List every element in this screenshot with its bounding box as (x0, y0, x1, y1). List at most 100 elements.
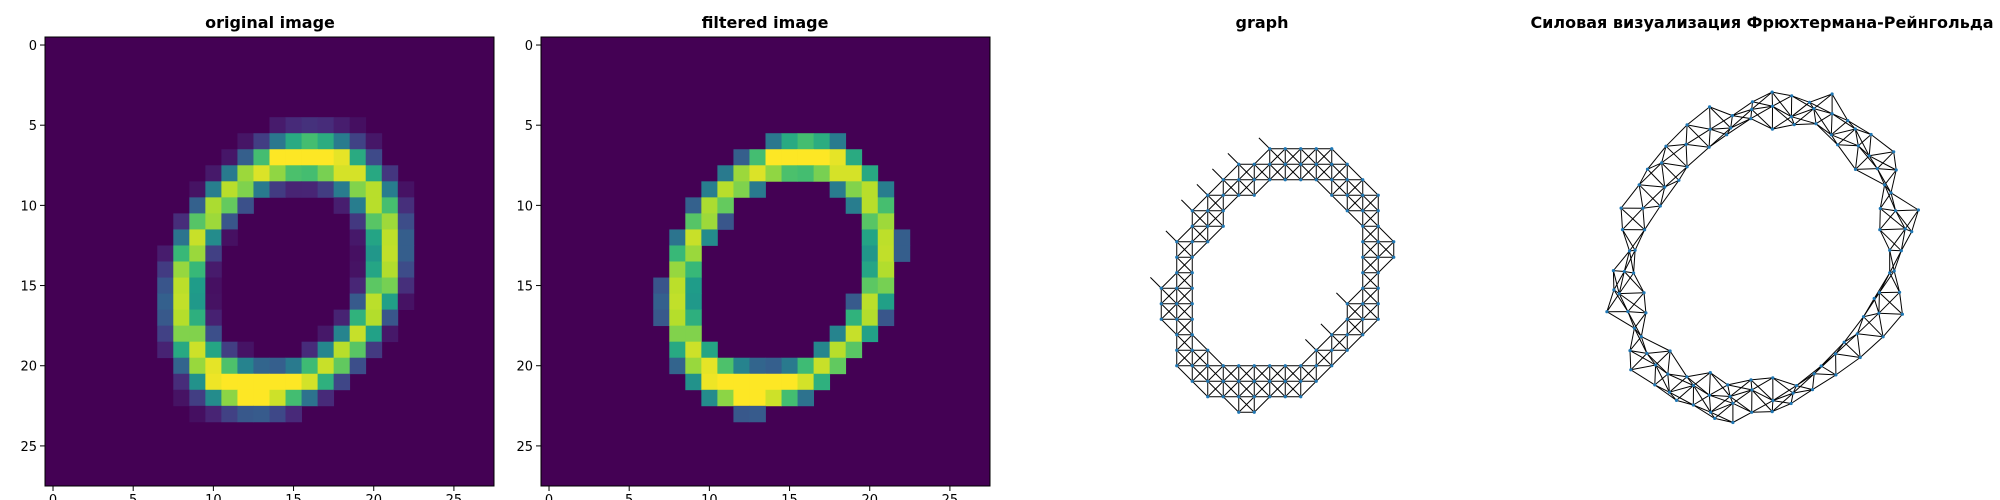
graph-edge (1346, 194, 1364, 212)
force-layout-node (1878, 228, 1882, 232)
graph-panel: graph (1150, 13, 1396, 414)
graph-edge (1238, 179, 1255, 196)
force-layout-edge (1623, 249, 1636, 272)
graph-edge (1362, 318, 1379, 336)
original-image-cell (365, 229, 383, 246)
graph-edge (1269, 148, 1286, 165)
original-image-cell (173, 325, 190, 343)
graph-edge (1160, 287, 1178, 305)
filtered-image-cell (701, 213, 718, 230)
filtered-image-cell (717, 181, 734, 198)
force-layout-node (1750, 107, 1754, 111)
graph-node (1252, 410, 1256, 414)
graph-edge (1284, 380, 1302, 398)
force-layout-node (1709, 410, 1713, 414)
force-layout-edge (1686, 143, 1710, 148)
force-layout-node (1812, 107, 1816, 111)
original-image-cell (333, 357, 351, 375)
force-layout-edge (1655, 364, 1669, 375)
graph-edge (1331, 334, 1348, 351)
graph-node (1345, 302, 1349, 306)
graph-edge (1253, 179, 1271, 196)
graph-node (1361, 286, 1365, 290)
original-image-cell (173, 309, 190, 327)
filtered-image-cell (813, 165, 831, 182)
graph-node (1314, 348, 1318, 352)
graph-node (1268, 395, 1272, 399)
graph-edge (1362, 272, 1379, 289)
filtered-image-cell (685, 341, 702, 359)
original-image-cell (221, 373, 238, 391)
original-image-cell (269, 357, 286, 375)
force-layout-edge (1879, 292, 1903, 315)
original-image-cell (205, 293, 222, 311)
filtered-image-cell (877, 197, 895, 214)
filtered-image-cell (733, 389, 750, 407)
graph-node (1376, 302, 1380, 306)
force-layout-edge (1613, 289, 1629, 312)
force-layout-edge (1893, 270, 1901, 293)
force-layout-edge (1646, 350, 1671, 354)
graph-node (1175, 364, 1179, 368)
force-layout-node (1861, 315, 1866, 319)
graph-edge (1181, 199, 1193, 212)
graph-node (1252, 162, 1256, 166)
graph-edge (1331, 349, 1348, 367)
force-layout-edge (1855, 155, 1870, 170)
original-image-cell (365, 309, 383, 327)
force-layout-edge (1710, 396, 1731, 413)
force-layout-node (1770, 410, 1774, 414)
graph-edge (1346, 318, 1364, 336)
force-layout-node (1612, 288, 1616, 292)
force-layout-edge (1752, 91, 1773, 103)
force-layout-node (1644, 311, 1648, 315)
original-image-cell (317, 325, 335, 343)
original-image-cell (157, 261, 174, 278)
force-layout-edge (1629, 350, 1632, 370)
force-layout-edge (1622, 229, 1630, 252)
force-layout-edge (1669, 350, 1688, 378)
force-layout-edge (1772, 124, 1795, 130)
original-image-cell (349, 229, 367, 246)
force-layout-node (1611, 269, 1615, 273)
filtered-image-cell (685, 277, 702, 294)
original-image-cell (157, 309, 174, 327)
force-layout-edge (1661, 146, 1667, 164)
force-layout-edge (1911, 209, 1919, 232)
graph-edge (1176, 287, 1193, 305)
graph-nodes (1159, 147, 1396, 414)
filtered-image-cell (829, 325, 847, 343)
force-layout-edge (1730, 109, 1753, 129)
force-layout-nodes (1605, 90, 1920, 425)
force-layout-edge (1622, 229, 1636, 251)
original-image-cell (205, 357, 222, 375)
force-layout-edge (1708, 127, 1732, 148)
force-layout-edge (1661, 144, 1687, 164)
force-layout-node (1708, 105, 1712, 109)
graph-node (1361, 317, 1365, 321)
filtered-image-cell (685, 229, 702, 246)
original-image-cell (221, 405, 238, 423)
force-layout-edge (1630, 353, 1648, 371)
graph-edge (1176, 272, 1193, 289)
filtered-image-cell (717, 213, 734, 230)
filtered-image-cell (861, 165, 879, 182)
original-image-cell (365, 245, 383, 262)
filtered-image-cell (829, 341, 847, 359)
original-image-cell (397, 293, 415, 311)
force-layout-node (1731, 401, 1735, 405)
force-layout-edge (1835, 333, 1858, 355)
force-layout-edge (1729, 389, 1753, 397)
original-image-cell (253, 181, 270, 198)
force-layout-node (1771, 376, 1775, 380)
filtered-image-cell (861, 213, 879, 230)
original-image-cell (205, 165, 222, 182)
force-layout-edge (1732, 115, 1751, 120)
original-image-cell (173, 229, 190, 246)
filtered-image-cell (685, 261, 702, 278)
filtered-image-cell (765, 149, 782, 166)
filtered-image-cell (701, 181, 718, 198)
graph-edge (1207, 225, 1224, 243)
force-layout-edge (1772, 95, 1792, 107)
graph-edge (1362, 194, 1379, 212)
